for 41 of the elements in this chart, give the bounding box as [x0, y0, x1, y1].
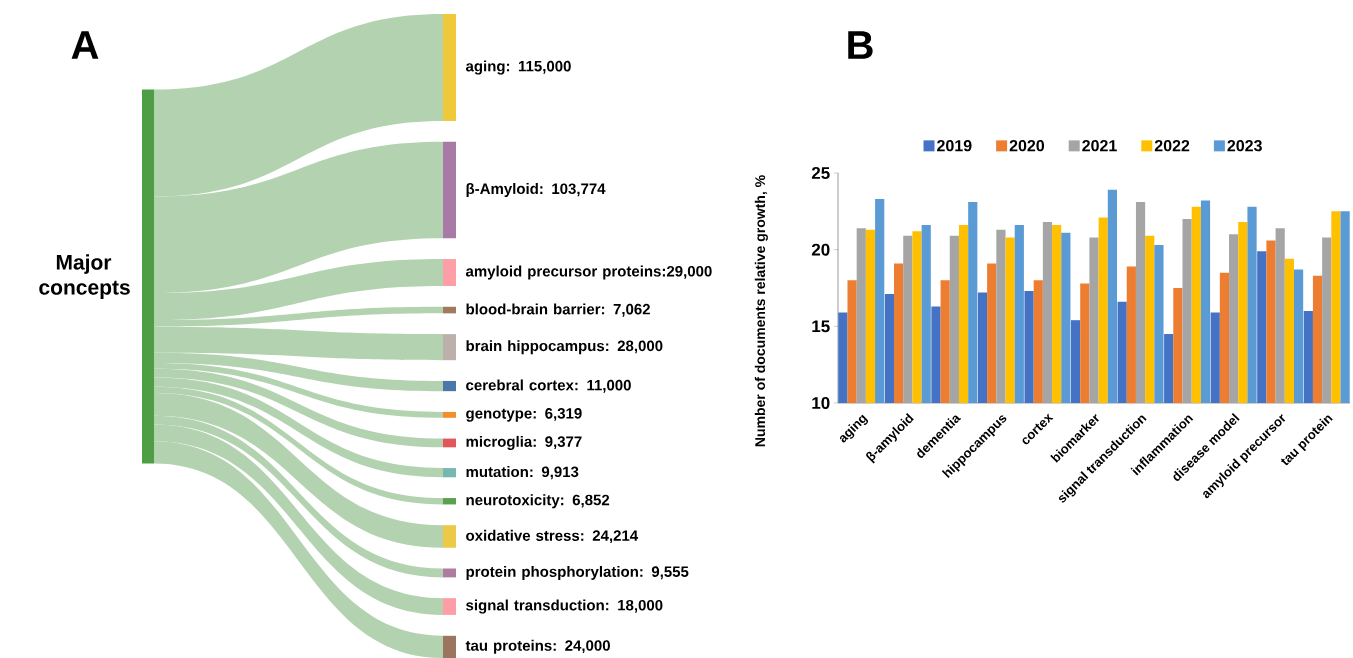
category-label: tau proteins [465, 639, 552, 654]
category-label: brain hippocampus [466, 340, 605, 355]
text: Major concepts [39, 254, 130, 299]
data-label: : 9,913 [530, 466, 579, 480]
y-tick-label: 10 [812, 396, 830, 410]
data-label: : 11,000 [575, 379, 631, 393]
category-label: mutation [466, 466, 528, 478]
category-label: β-Amyloid [466, 183, 538, 197]
legend-label: 2023 [1227, 140, 1262, 152]
category-label: neurotoxicity [466, 494, 560, 509]
category-label: cerebral cortex [466, 379, 574, 391]
y-tick-label: 25 [811, 166, 830, 180]
data-label: : 18,000 [606, 599, 663, 613]
legend-label: 2020 [1009, 140, 1045, 152]
data-label: : 9,555 [640, 566, 689, 580]
category-label: amyloid precursor proteins [465, 265, 661, 280]
category-label: protein phosphorylation [466, 565, 638, 580]
text: A [71, 31, 99, 59]
data-label: : 115,000 [506, 60, 571, 74]
category-label: oxidative stress [466, 529, 580, 541]
legend-label: 2021 [1082, 140, 1117, 152]
data-label: : 9,377 [533, 436, 582, 450]
legend-label: 2022 [1154, 140, 1190, 152]
category-label: microglia [466, 435, 533, 450]
y-axis-title: Number of documents relative growth, % [754, 175, 768, 447]
data-label: : 6,852 [561, 494, 610, 508]
data-label: : 103,774 [540, 183, 606, 197]
category-label: blood-brain barrier [466, 303, 601, 315]
y-tick-label: 15 [812, 320, 830, 333]
data-label: : 28,000 [606, 340, 663, 354]
data-label: : 24,214 [581, 530, 639, 544]
chart-title: B [848, 31, 873, 59]
category-label: aging [465, 60, 505, 75]
data-label: : 7,062 [601, 303, 650, 317]
data-label: : 24,000 [553, 640, 610, 654]
data-label: :29,000 [662, 265, 712, 279]
y-tick-label: 20 [811, 243, 830, 256]
legend-label: 2019 [937, 140, 972, 152]
data-label: : 6,319 [533, 408, 582, 421]
category-label: signal transduction [466, 599, 604, 614]
category-label: genotype [466, 408, 532, 422]
